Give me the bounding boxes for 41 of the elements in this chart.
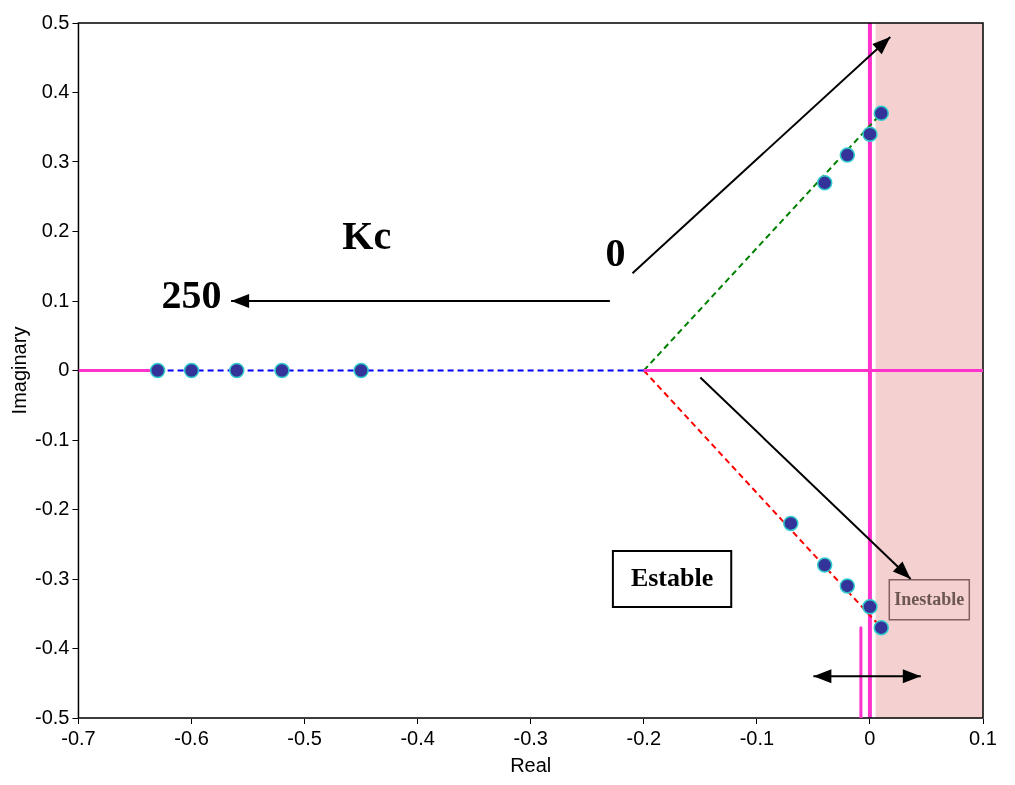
point — [816, 557, 833, 573]
y-tick-label: 0.2 — [41, 219, 70, 242]
y-tick-label: 0 — [58, 358, 70, 381]
x-tick-label: 0 — [864, 726, 876, 749]
y-tick-label: -0.4 — [34, 636, 70, 659]
annotation: Estable — [630, 562, 714, 592]
point — [229, 362, 245, 379]
point — [873, 619, 889, 636]
y-tick-label: -0.3 — [34, 566, 70, 589]
annotation: 0 — [605, 230, 626, 276]
point — [873, 105, 889, 122]
y-tick-label: -0.2 — [34, 497, 70, 520]
point — [839, 147, 856, 163]
x-tick-label: 0.1 — [969, 726, 997, 749]
y-tick-label: -0.5 — [34, 705, 70, 728]
point — [862, 126, 878, 142]
band-label: Inestable — [894, 588, 965, 609]
x-tick-label: -0.2 — [626, 726, 662, 749]
x-axis-title: Real — [510, 753, 552, 776]
point — [183, 362, 200, 379]
point — [862, 599, 878, 615]
x-tick-label: -0.4 — [400, 726, 435, 749]
x-tick-label: -0.5 — [287, 726, 322, 749]
y-tick-label: 0.1 — [41, 288, 70, 311]
point — [149, 362, 166, 379]
y-tick-label: 0.5 — [41, 10, 70, 33]
point — [839, 578, 856, 594]
point — [783, 515, 799, 532]
y-tick-label: 0.3 — [41, 149, 70, 172]
y-tick-label: -0.1 — [34, 427, 70, 450]
x-tick-label: -0.6 — [174, 726, 209, 749]
point — [353, 362, 369, 379]
point — [274, 362, 290, 379]
annotation: 250 — [161, 271, 222, 317]
x-tick-label: -0.7 — [61, 726, 96, 749]
y-tick-label: 0.4 — [41, 80, 70, 103]
annotation: Kc — [342, 212, 392, 258]
x-tick-label: -0.3 — [513, 726, 548, 749]
point — [816, 175, 833, 191]
x-tick-label: -0.1 — [739, 726, 775, 749]
y-axis-title: Imaginary — [7, 326, 30, 415]
